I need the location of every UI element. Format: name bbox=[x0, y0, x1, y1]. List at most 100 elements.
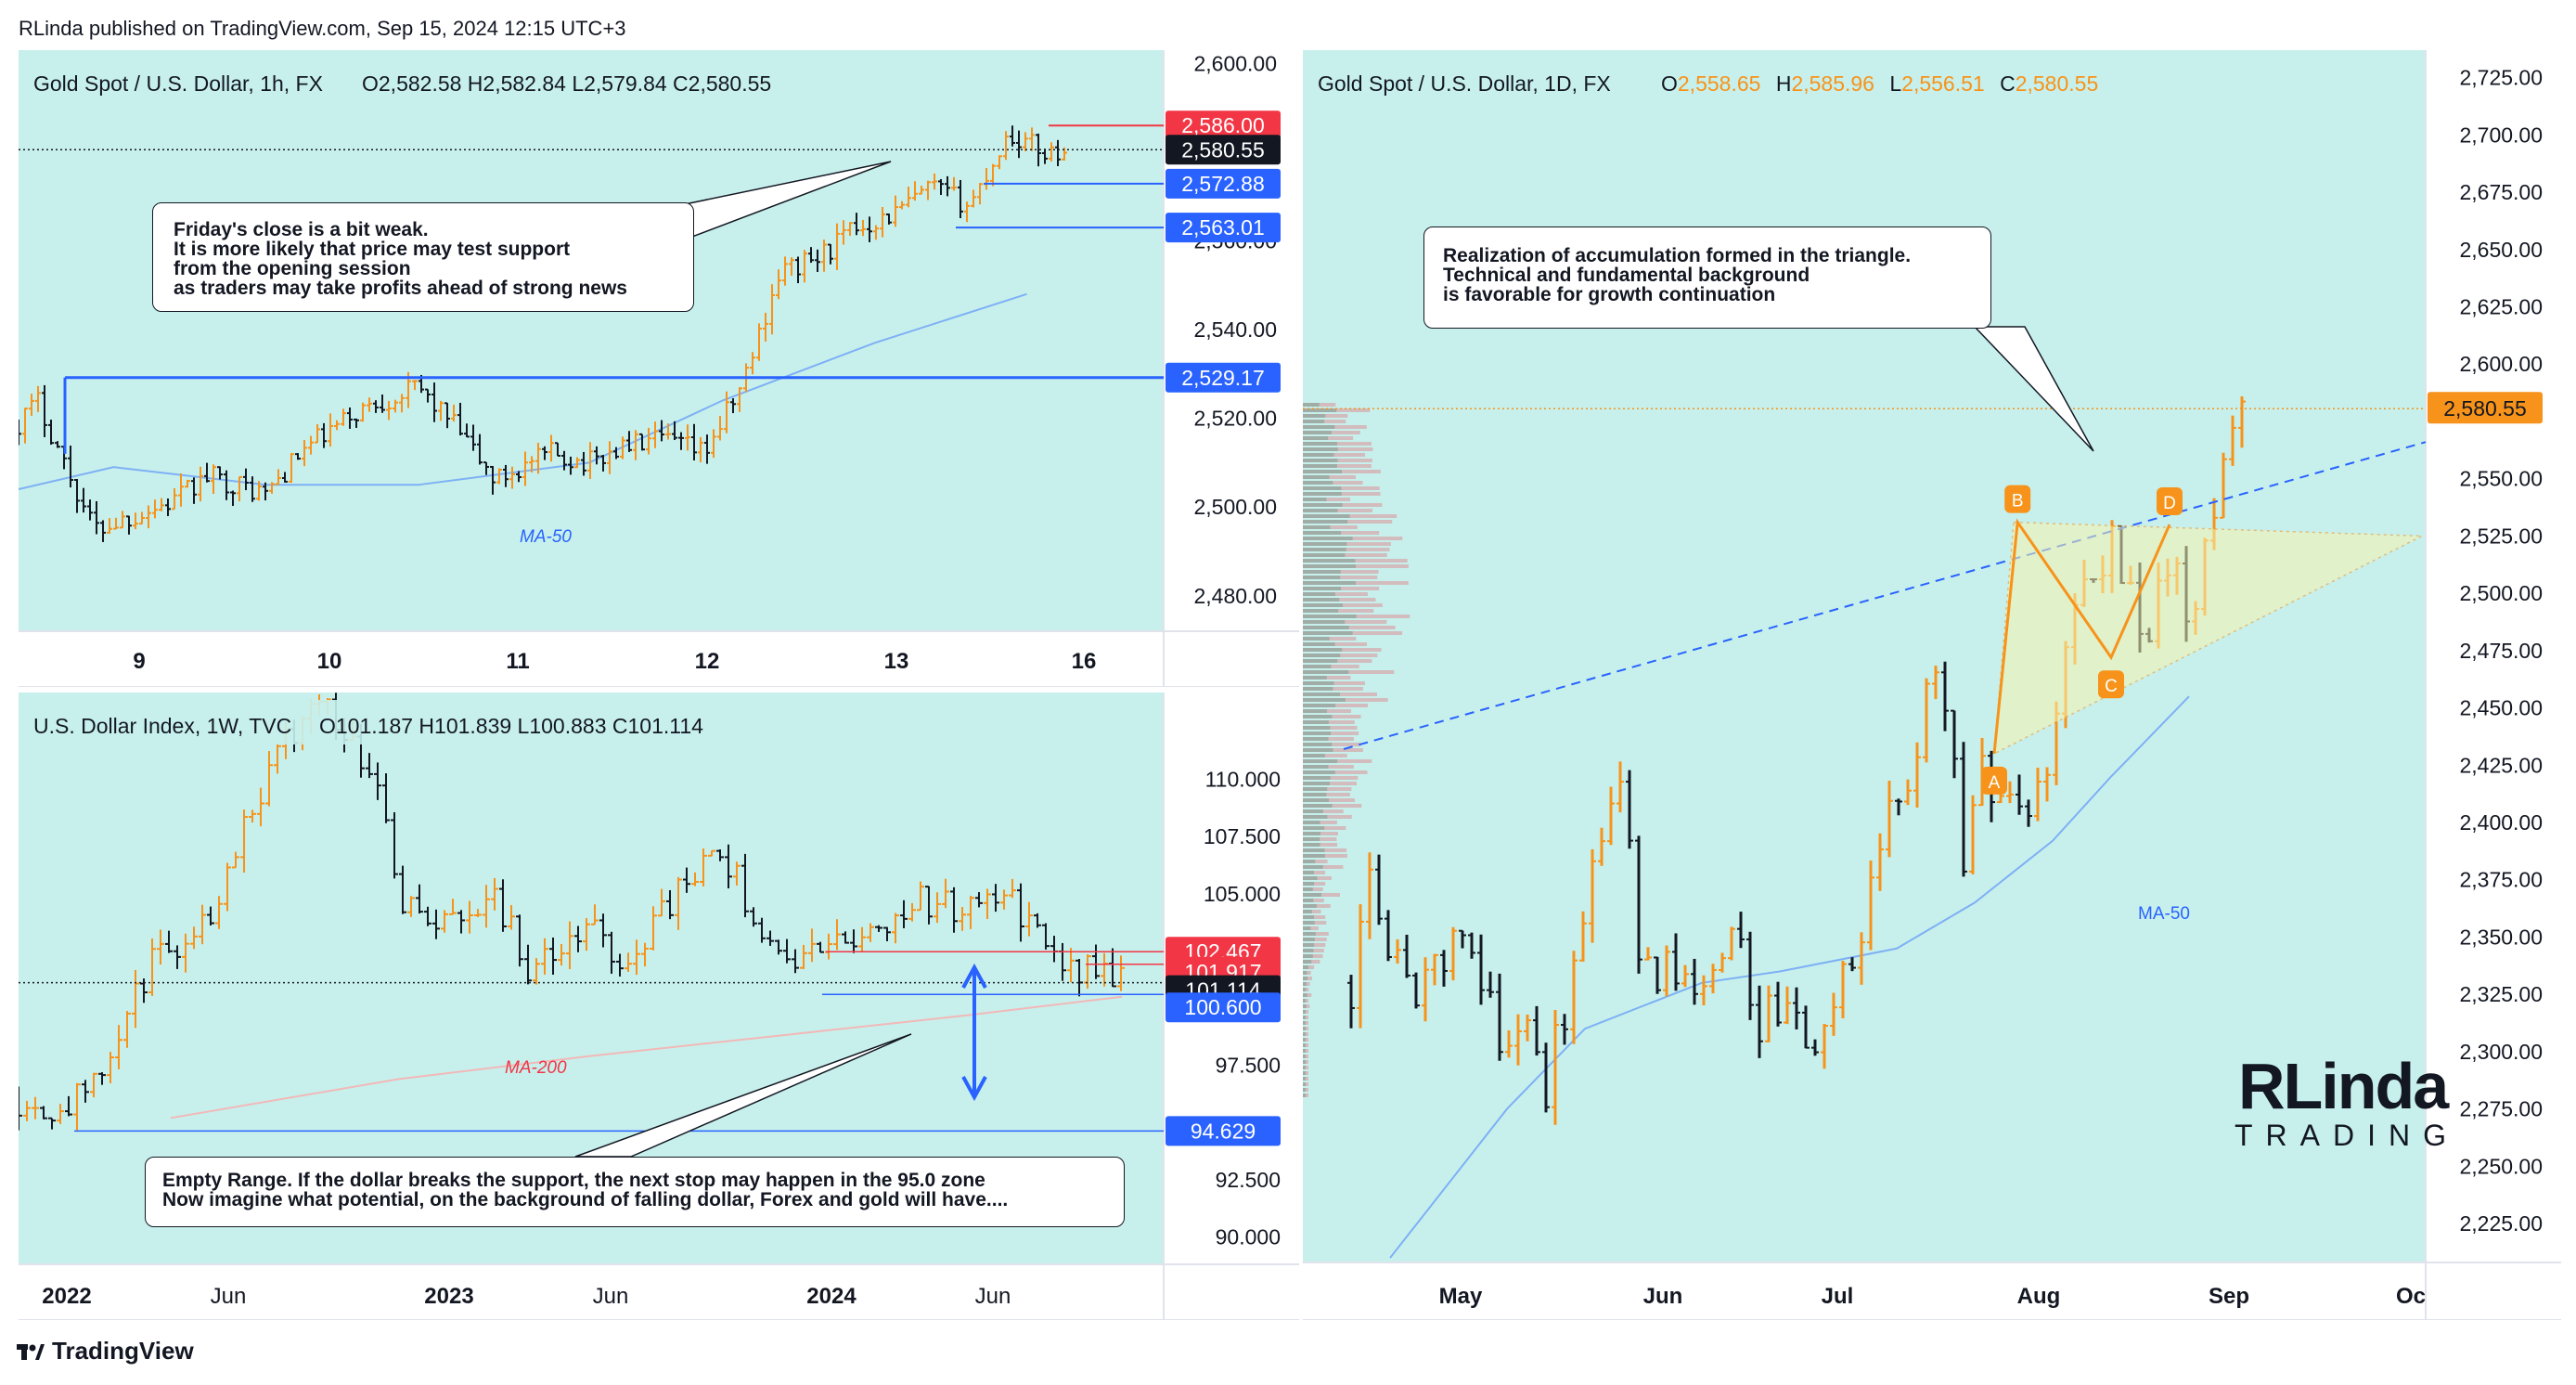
candle bbox=[416, 884, 423, 914]
candle bbox=[1067, 948, 1075, 983]
x-tick-label: 2024 bbox=[806, 1284, 857, 1309]
volume-profile-bar bbox=[1303, 1088, 1308, 1092]
candle bbox=[555, 442, 560, 458]
candle bbox=[600, 455, 606, 472]
svg-text:A: A bbox=[1989, 773, 2001, 793]
candle bbox=[431, 382, 437, 422]
tradingview-icon bbox=[17, 1343, 45, 1360]
dxy-ohlc: O101.187 H101.839 L100.883 C101.114 bbox=[319, 714, 703, 738]
volume-profile-bar bbox=[1303, 620, 1387, 624]
ohlc-h: 2,585.96 bbox=[1791, 71, 1874, 96]
candle bbox=[730, 398, 736, 414]
candle bbox=[1774, 981, 1782, 1027]
candle bbox=[675, 876, 682, 930]
candle bbox=[190, 926, 198, 950]
candle bbox=[464, 423, 470, 438]
tradingview-logo[interactable]: TradingView bbox=[17, 1337, 194, 1366]
volume-profile-bar bbox=[1303, 899, 1324, 902]
candle bbox=[1969, 795, 1977, 874]
candle bbox=[1663, 945, 1670, 997]
candle bbox=[658, 888, 665, 917]
candle bbox=[1505, 1029, 1513, 1058]
x-tick-label: Jun bbox=[593, 1284, 629, 1309]
candle bbox=[123, 1011, 131, 1048]
candle bbox=[159, 498, 164, 511]
candle bbox=[591, 904, 599, 925]
candle bbox=[691, 423, 697, 461]
gold-1d-ma-label: MA-50 bbox=[2138, 904, 2190, 924]
candle bbox=[665, 423, 671, 440]
candle bbox=[568, 456, 573, 475]
candle bbox=[1598, 827, 1605, 866]
volume-profile-bar bbox=[1303, 860, 1328, 863]
volume-profile-bar bbox=[1303, 1060, 1308, 1064]
volume-profile-bar bbox=[1303, 804, 1362, 808]
y-tick-label: 2,480.00 bbox=[1193, 584, 1277, 608]
candle bbox=[182, 933, 189, 973]
ma-line bbox=[19, 292, 1027, 491]
candle bbox=[230, 490, 236, 506]
candle bbox=[906, 187, 911, 208]
y-tick-label: 2,425.00 bbox=[2459, 753, 2543, 777]
candle bbox=[776, 269, 781, 300]
candle bbox=[561, 450, 567, 471]
candle bbox=[441, 910, 448, 933]
candle bbox=[240, 809, 248, 874]
volume-profile-bar bbox=[1303, 1066, 1308, 1069]
volume-profile-bar bbox=[1303, 698, 1388, 702]
candle bbox=[548, 434, 554, 462]
gold-1h-panel[interactable]: 2,480.002,500.002,520.002,540.002,560.00… bbox=[19, 50, 1299, 687]
volume-profile-bar bbox=[1303, 637, 1357, 641]
tradingview-label: TradingView bbox=[52, 1337, 194, 1365]
volume-profile-bar bbox=[1303, 615, 1410, 618]
candle bbox=[892, 913, 899, 944]
candle bbox=[750, 352, 755, 375]
candle bbox=[964, 201, 970, 223]
candle bbox=[432, 909, 440, 939]
candle bbox=[474, 909, 482, 918]
candle bbox=[2220, 452, 2227, 519]
candle bbox=[633, 430, 638, 460]
candle bbox=[587, 442, 593, 479]
x-tick-label: 9 bbox=[133, 649, 145, 674]
candle bbox=[191, 477, 197, 504]
y-tick-label: 2,225.00 bbox=[2459, 1211, 2543, 1236]
svg-text:B: B bbox=[2012, 492, 2024, 511]
gold-1h-callout: Friday's close is a bit weak. It is more… bbox=[152, 202, 694, 312]
candle bbox=[399, 865, 406, 914]
candle bbox=[373, 400, 379, 413]
candle bbox=[625, 952, 632, 973]
candle bbox=[847, 222, 853, 237]
candle bbox=[133, 512, 138, 530]
candle bbox=[1055, 139, 1061, 166]
pattern-label: B bbox=[2004, 485, 2031, 513]
volume-profile-bar bbox=[1303, 570, 1379, 574]
volume-profile-bar bbox=[1303, 420, 1346, 423]
ohlc-l: 2,556.51 bbox=[1901, 71, 1985, 96]
y-tick-label: 2,700.00 bbox=[2459, 123, 2543, 147]
volume-profile-bar bbox=[1303, 436, 1354, 440]
volume-profile-bar bbox=[1303, 1071, 1308, 1075]
gold-1d-ohlc: O2,558.65 H2,585.96 L2,556.51 C2,580.55 bbox=[1661, 71, 2098, 96]
volume-profile-bar bbox=[1303, 1077, 1308, 1081]
volume-profile-bar bbox=[1303, 531, 1380, 535]
volume-profile-bar bbox=[1303, 587, 1380, 590]
candle bbox=[1412, 972, 1420, 1009]
candle bbox=[908, 902, 916, 922]
candle bbox=[425, 388, 431, 403]
price-tag: 100.600 bbox=[1166, 992, 1281, 1023]
volume-profile-bar bbox=[1303, 548, 1390, 551]
price-tag: 2,529.17 bbox=[1166, 362, 1281, 393]
volume-profile-bar bbox=[1303, 826, 1346, 830]
volume-profile-bar bbox=[1303, 659, 1372, 663]
candle bbox=[55, 441, 60, 448]
candle bbox=[1904, 779, 1912, 806]
candle bbox=[1830, 992, 1837, 1036]
volume-profile-bar bbox=[1303, 1094, 1308, 1097]
y-tick-label: 110.000 bbox=[1205, 768, 1281, 792]
volume-profile-bar bbox=[1303, 709, 1352, 713]
volume-profile-bar bbox=[1303, 993, 1312, 997]
candle bbox=[626, 431, 632, 452]
candle bbox=[535, 442, 541, 474]
candle bbox=[867, 216, 872, 242]
